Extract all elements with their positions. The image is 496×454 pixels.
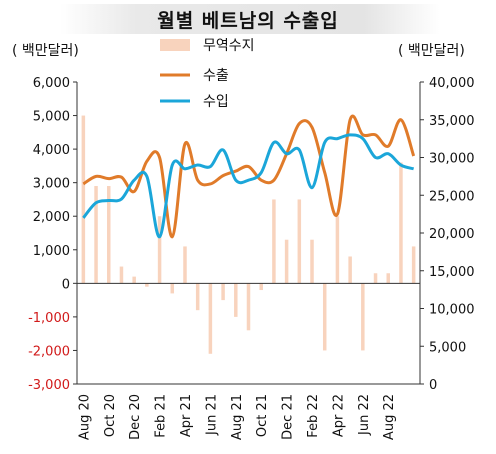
trade-balance-bar xyxy=(119,266,124,284)
left-tick-label: 3,000 xyxy=(33,177,70,192)
legend-label: 무역수지 xyxy=(203,38,255,54)
right-tick-label: 40,000 xyxy=(429,76,475,91)
trade-balance-bar xyxy=(157,216,162,284)
x-tick-label: Jun 22 xyxy=(357,394,372,436)
x-tick-label: Aug 21 xyxy=(230,394,245,440)
trade-balance-bar xyxy=(94,186,98,284)
right-tick-label: 5,000 xyxy=(429,340,466,355)
x-tick-label: Oct 20 xyxy=(103,394,118,437)
trade-balance-bar xyxy=(386,273,390,284)
x-tick-label: Dec 21 xyxy=(281,394,296,440)
series-line-imports xyxy=(82,133,415,239)
series-lines xyxy=(82,114,416,239)
trade-balance-bar xyxy=(208,283,213,354)
trade-balance-bar xyxy=(234,283,238,317)
trade-balance-bar xyxy=(195,283,200,311)
left-axis-unit: ( 백만달러) xyxy=(12,43,79,59)
trade-balance-bar xyxy=(373,273,378,284)
left-tick-label: 6,000 xyxy=(33,76,70,91)
x-tick-label: Feb 21 xyxy=(154,394,169,438)
chart-title: 월별 베트남의 수출입 xyxy=(157,10,339,32)
left-tick-label: -1,000 xyxy=(28,311,70,326)
trade-balance-bar xyxy=(272,199,276,284)
title-background xyxy=(60,4,440,34)
left-tick-label: -3,000 xyxy=(28,378,70,393)
trade-balance-bar xyxy=(310,239,314,284)
series-line-exports xyxy=(82,114,416,239)
left-tick-label: 2,000 xyxy=(33,210,70,225)
left-tick-label: 0 xyxy=(62,277,70,292)
x-tick-label: Feb 22 xyxy=(306,394,321,438)
right-tick-label: 10,000 xyxy=(429,303,475,318)
right-tick-label: 15,000 xyxy=(429,265,475,280)
trade-balance-bar xyxy=(348,256,352,284)
x-tick-label: Apr 22 xyxy=(331,394,346,437)
x-tick-label: Jun 21 xyxy=(204,394,219,436)
right-tick-label: 20,000 xyxy=(429,227,475,242)
left-tick-label: 1,000 xyxy=(33,244,70,259)
trade-balance-bar xyxy=(246,283,251,331)
trade-balance-bar xyxy=(259,283,263,291)
legend-swatch-bar xyxy=(160,39,190,51)
right-tick-label: 0 xyxy=(429,378,437,393)
left-tick-label: 4,000 xyxy=(33,143,70,158)
trade-balance-bar xyxy=(81,115,86,284)
trade-balance-bar xyxy=(221,283,225,301)
trade-balance-bar xyxy=(145,283,149,287)
trade-balance-bar xyxy=(183,246,187,284)
left-tick-label: 5,000 xyxy=(33,110,70,125)
trade-balance-bar xyxy=(322,283,327,351)
left-tick-label: -2,000 xyxy=(28,344,70,359)
x-tick-label: Apr 21 xyxy=(179,394,194,437)
trade-balance-bar xyxy=(132,276,136,284)
trade-balance-bar xyxy=(284,239,289,284)
tick-labels: 6,000 5,000 4,000 3,000 2,000 1,000 0 -1,000 -2,… xyxy=(28,76,474,440)
x-tick-label: Oct 21 xyxy=(255,394,270,437)
trade-balance-bar xyxy=(297,199,302,284)
legend-label: 수출 xyxy=(203,68,229,84)
x-tick-label: Dec 20 xyxy=(128,394,143,440)
right-tick-label: 35,000 xyxy=(429,114,475,129)
x-tick-label: Aug 22 xyxy=(382,394,397,440)
right-axis-unit: ( 백만달러) xyxy=(398,43,465,59)
right-tick-label: 25,000 xyxy=(429,189,475,204)
right-tick-label: 30,000 xyxy=(429,152,475,167)
axes xyxy=(73,81,424,385)
legend-label: 수입 xyxy=(203,94,229,110)
trade-balance-bars xyxy=(81,115,416,354)
trade-balance-bar xyxy=(411,246,416,284)
trade-balance-bar xyxy=(107,186,111,284)
x-tick-label: Aug 20 xyxy=(77,394,92,440)
trade-balance-bar xyxy=(361,283,365,351)
trade-balance-bar xyxy=(170,283,175,294)
trade-balance-bar xyxy=(399,162,403,284)
trade-balance-bar xyxy=(335,216,340,284)
